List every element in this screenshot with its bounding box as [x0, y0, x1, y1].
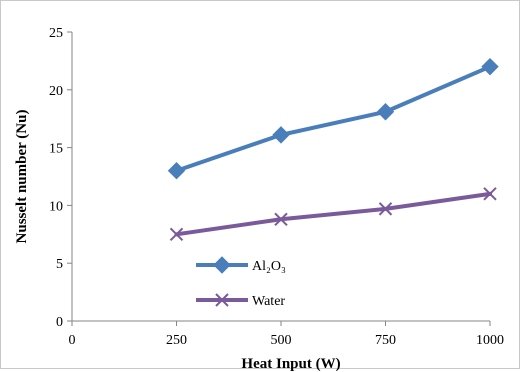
series-line [174, 64, 492, 173]
x-tick-label: 500 [271, 333, 292, 348]
x-tick-label: 0 [69, 333, 76, 348]
series-layer [167, 57, 499, 242]
series-line [174, 191, 492, 237]
y-tick-label: 0 [56, 315, 63, 330]
data-point [274, 212, 288, 226]
legend-label: Water [252, 294, 285, 309]
x-axis-title: Heat Input (W) [241, 356, 340, 372]
series-0 [167, 57, 499, 180]
x-tick-label: 1000 [476, 333, 504, 348]
x-marker-stroke [483, 187, 497, 201]
x-tick-labels: 0 250 500 750 1000 [69, 333, 505, 348]
data-point [272, 126, 290, 144]
x-marker-stroke [378, 202, 393, 216]
legend: Al₂O₃ Water [196, 256, 286, 309]
y-tick-label: 5 [56, 257, 63, 272]
axes [67, 31, 491, 326]
y-axis-title: Nusselt number (Nu) [14, 110, 30, 244]
data-point [378, 202, 393, 216]
x-marker-stroke [274, 212, 288, 226]
y-tick-label: 25 [49, 26, 63, 41]
y-tick-labels: 0 5 10 15 20 25 [49, 26, 63, 330]
data-point [483, 187, 497, 201]
data-point [167, 162, 186, 180]
data-point [481, 57, 499, 76]
legend-marker [215, 293, 229, 307]
y-tick-label: 10 [49, 199, 63, 214]
x-marker-stroke [169, 227, 184, 242]
legend-item: Al₂O₃ [196, 256, 286, 274]
data-point [376, 103, 395, 121]
x-tick-label: 250 [166, 333, 187, 348]
x-tick-label: 750 [375, 333, 396, 348]
legend-marker [213, 256, 231, 274]
legend-item: Water [196, 293, 285, 309]
data-point [169, 227, 184, 242]
y-tick-label: 20 [49, 84, 63, 99]
series-1 [169, 187, 497, 242]
y-tick-label: 15 [49, 142, 63, 157]
x-marker-stroke [215, 293, 229, 307]
legend-label: Al₂O₃ [252, 259, 286, 274]
